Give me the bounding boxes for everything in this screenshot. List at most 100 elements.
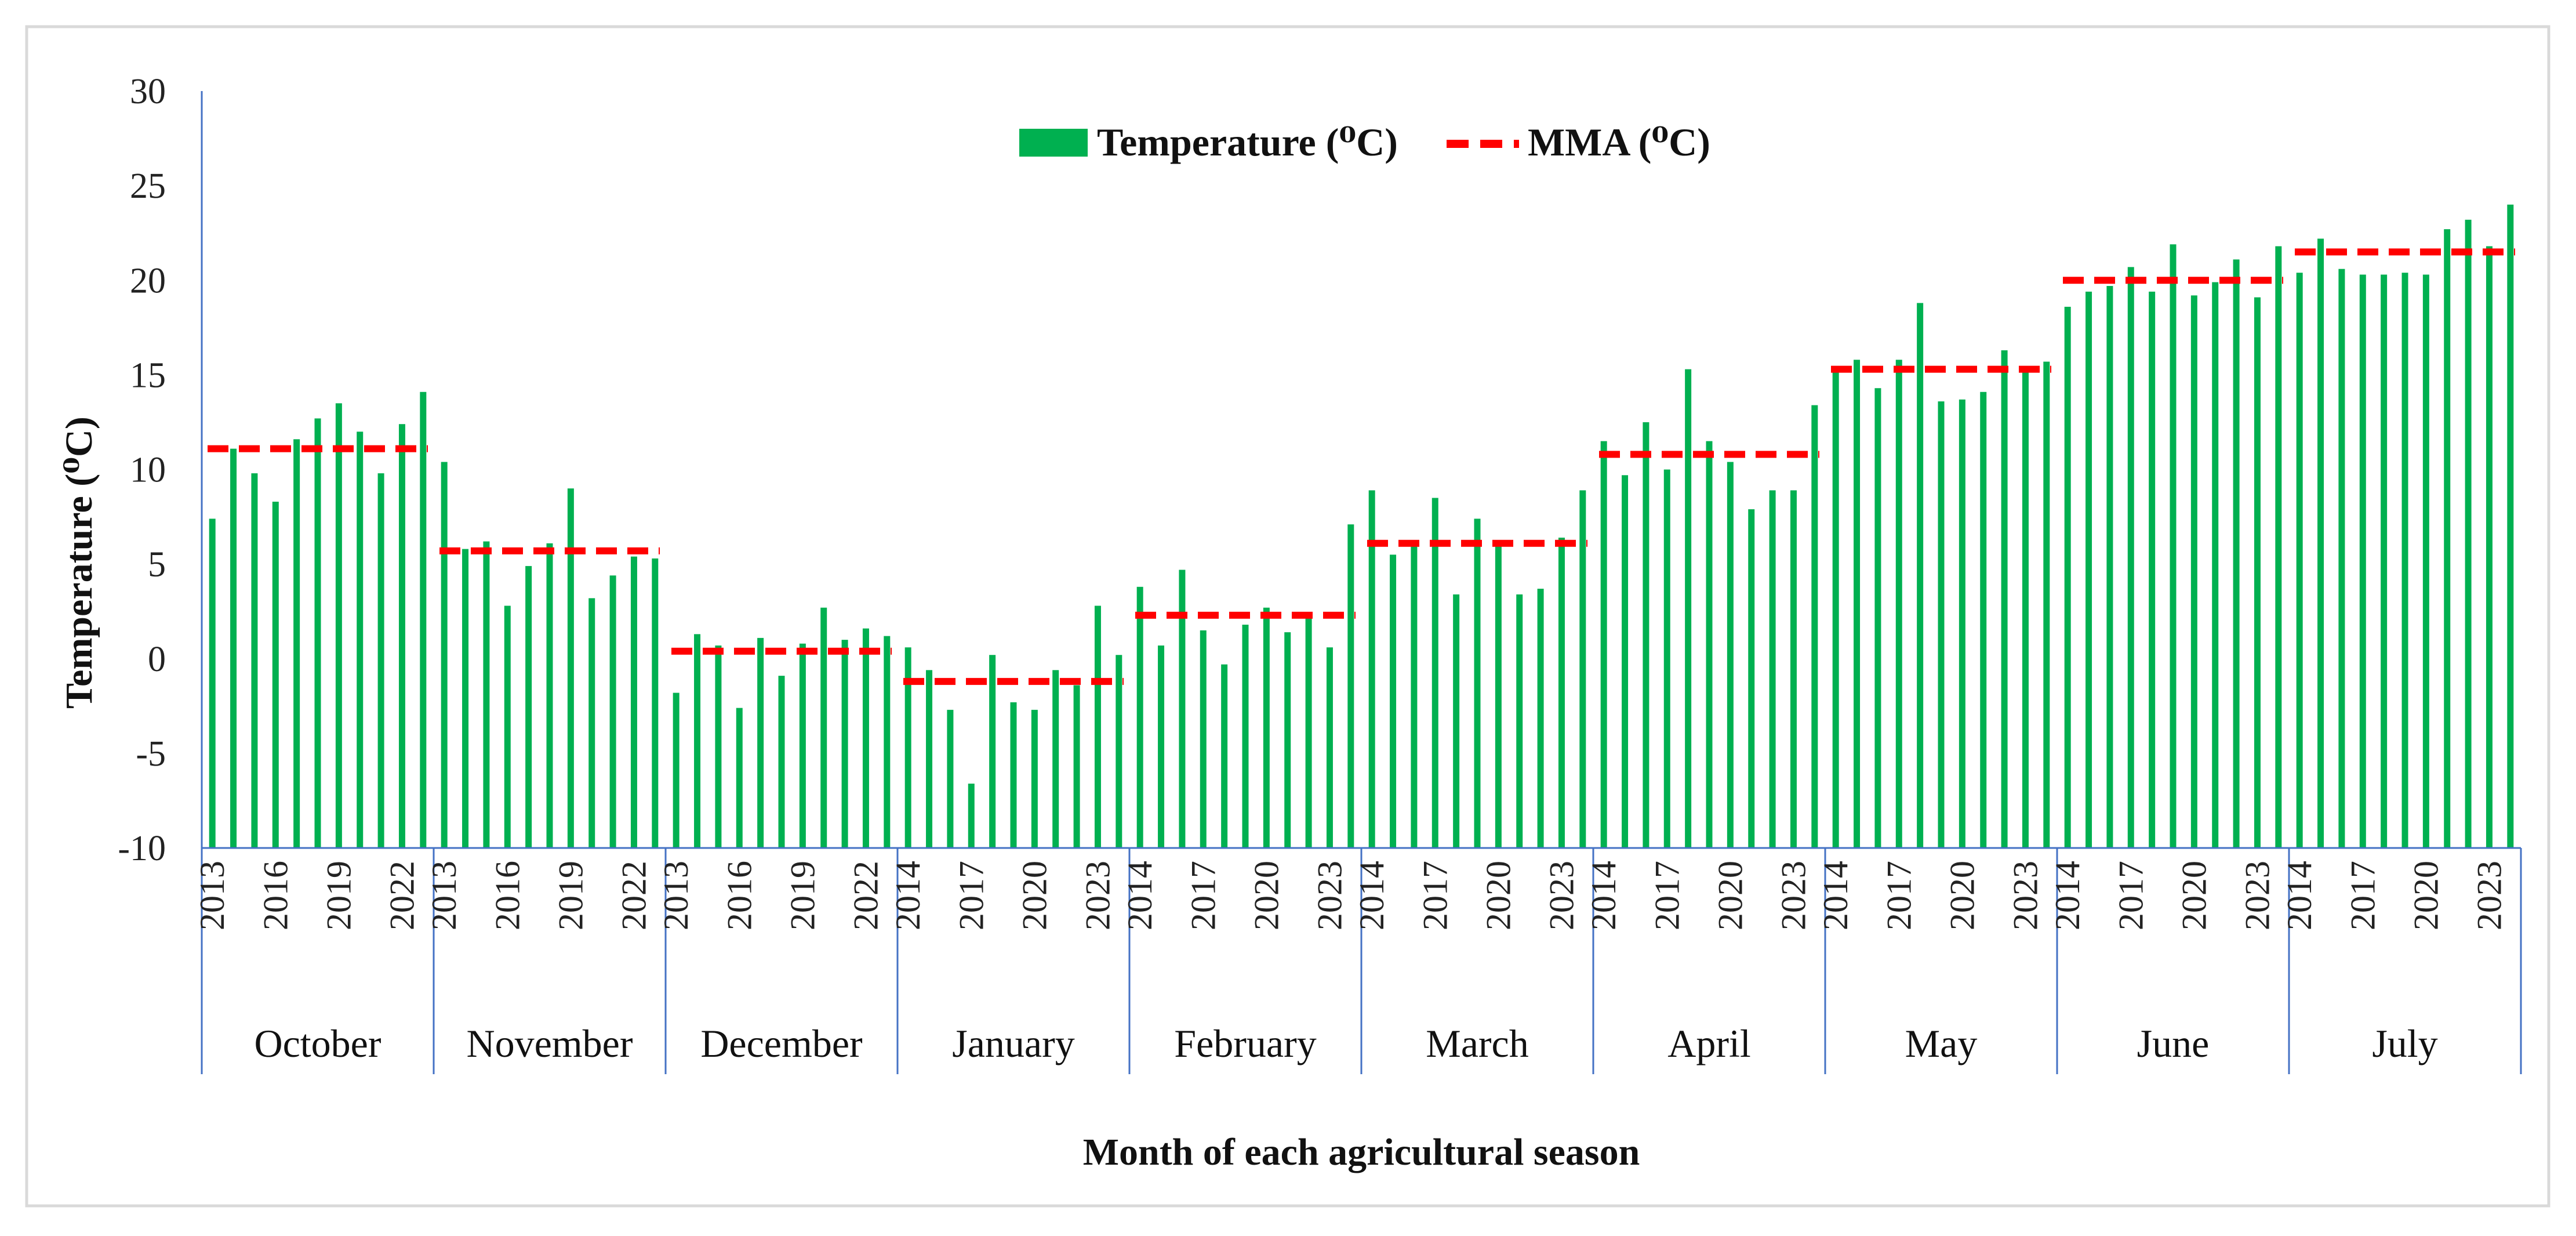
temperature-bar: [1116, 655, 1122, 848]
temperature-bar: [2022, 371, 2029, 848]
temperature-bar: [2507, 204, 2514, 848]
temperature-bar: [1516, 594, 1523, 848]
temperature-bar: [989, 655, 996, 848]
x-tick-year-label: 2020: [1247, 861, 1285, 930]
temperature-bar: [1959, 399, 1965, 848]
temperature-bar: [609, 575, 616, 848]
y-tick-label: 25: [130, 166, 166, 206]
temperature-bar: [567, 488, 574, 848]
temperature-bar: [1073, 685, 1080, 848]
x-tick-year-label: 2016: [488, 861, 526, 930]
temperature-bar: [1179, 570, 1186, 848]
temperature-bar: [1579, 490, 1586, 848]
y-tick-label: 0: [148, 640, 166, 679]
x-tick-year-label: 2020: [2175, 861, 2213, 930]
temperature-bar: [904, 647, 911, 848]
temperature-bar: [1874, 388, 1881, 848]
temperature-bar: [1895, 360, 1902, 848]
temperature-bar: [2317, 238, 2324, 849]
x-tick-year-label: 2017: [1416, 861, 1454, 930]
x-tick-year-label: 2016: [720, 861, 758, 930]
temperature-bar: [1347, 524, 1354, 848]
temperature-bar: [820, 607, 827, 848]
temperature-bar: [2422, 274, 2429, 848]
x-tick-year-label: 2023: [2470, 861, 2508, 930]
temperature-bar: [1663, 469, 1670, 848]
temperature-bar: [1495, 543, 1502, 848]
x-tick-year-label: 2017: [1184, 861, 1222, 930]
x-tick-year-label: 2014: [1816, 861, 1855, 930]
x-month-label: November: [466, 1021, 633, 1065]
x-tick-year-label: 2017: [2344, 861, 2382, 930]
temperature-bar: [2001, 350, 2008, 848]
temperature-bar: [1453, 594, 1460, 848]
x-tick-year-label: 2016: [256, 861, 295, 930]
temperature-bar: [1727, 462, 1734, 848]
temperature-bar: [2275, 246, 2282, 848]
temperature-bar: [1390, 554, 1397, 848]
temperature-bar: [2296, 273, 2303, 848]
temperature-bar: [2149, 291, 2156, 848]
temperature-bar: [1748, 509, 1755, 848]
temperature-bar: [2381, 274, 2388, 848]
x-tick-year-label: 2023: [1542, 861, 1581, 930]
x-tick-year-label: 2013: [425, 861, 463, 930]
x-tick-year-label: 2014: [2280, 861, 2319, 930]
temperature-bar: [2190, 295, 2197, 849]
temperature-bar: [272, 501, 279, 848]
temperature-bar: [209, 519, 216, 848]
temperature-bar: [1305, 617, 1312, 848]
temperature-bar: [2401, 273, 2408, 848]
temperature-bar: [230, 448, 237, 848]
temperature-bar: [1769, 490, 1776, 848]
temperature-bar: [2170, 244, 2177, 849]
temperature-bar: [2043, 361, 2050, 848]
temperature-bar: [926, 670, 933, 848]
temperature-bar: [420, 392, 427, 848]
temperature-bar: [293, 439, 300, 848]
temperature-bar: [2212, 282, 2219, 848]
y-tick-label: 30: [130, 72, 166, 111]
bars: [209, 204, 2514, 849]
x-tick-year-label: 2020: [1015, 861, 1053, 930]
temperature-bar: [1094, 606, 1101, 848]
temperature-bar: [652, 558, 659, 848]
temperature-bar: [757, 637, 764, 848]
temperature-bar: [1263, 607, 1270, 848]
temperature-bar: [694, 634, 701, 848]
x-month-label: March: [1426, 1021, 1528, 1065]
temperature-bar: [1622, 475, 1629, 848]
x-tick-year-label: 2014: [1121, 861, 1159, 930]
x-tick-year-label: 2014: [889, 861, 927, 930]
x-tick-year-label: 2023: [1774, 861, 1812, 930]
temperature-bar: [736, 708, 743, 848]
temperature-bar: [1411, 545, 1418, 848]
y-tick-label: -10: [118, 829, 166, 868]
temperature-bar: [715, 645, 722, 848]
temperature-bar: [1811, 405, 1818, 848]
temperature-bar: [799, 643, 806, 848]
y-tick-label: 15: [130, 356, 166, 395]
temperature-bar: [2486, 246, 2493, 848]
temperature-bar: [1200, 630, 1207, 848]
temperature-bar: [335, 403, 342, 848]
x-tick-year-label: 2020: [1943, 861, 1981, 930]
x-tick-year-label: 2017: [1880, 861, 1918, 930]
temperature-bar: [377, 473, 384, 848]
temperature-bar: [841, 640, 848, 848]
x-month-label: May: [1905, 1021, 1978, 1065]
temperature-bar: [862, 628, 869, 848]
temperature-bar: [1558, 537, 1565, 848]
temperature-bar: [2233, 259, 2240, 848]
temperature-bar: [1221, 664, 1228, 848]
temperature-bar: [1600, 441, 1607, 848]
temperature-bar: [2465, 219, 2472, 849]
y-axis-ticks: -10 -5 0 5 10 15 20 25 30: [118, 72, 203, 868]
x-axis: 2013 2016 2019 2022 October 2013 2016 2019 2022 N…: [193, 847, 2522, 1074]
legend: Temperature (⁰C) MMA (⁰C): [1019, 120, 1710, 164]
x-tick-year-label: 2020: [2407, 861, 2445, 930]
y-tick-label: 20: [130, 261, 166, 300]
x-tick-year-label: 2014: [1353, 861, 1391, 930]
x-tick-year-label: 2020: [1711, 861, 1749, 930]
x-tick-year-label: 2017: [1648, 861, 1686, 930]
